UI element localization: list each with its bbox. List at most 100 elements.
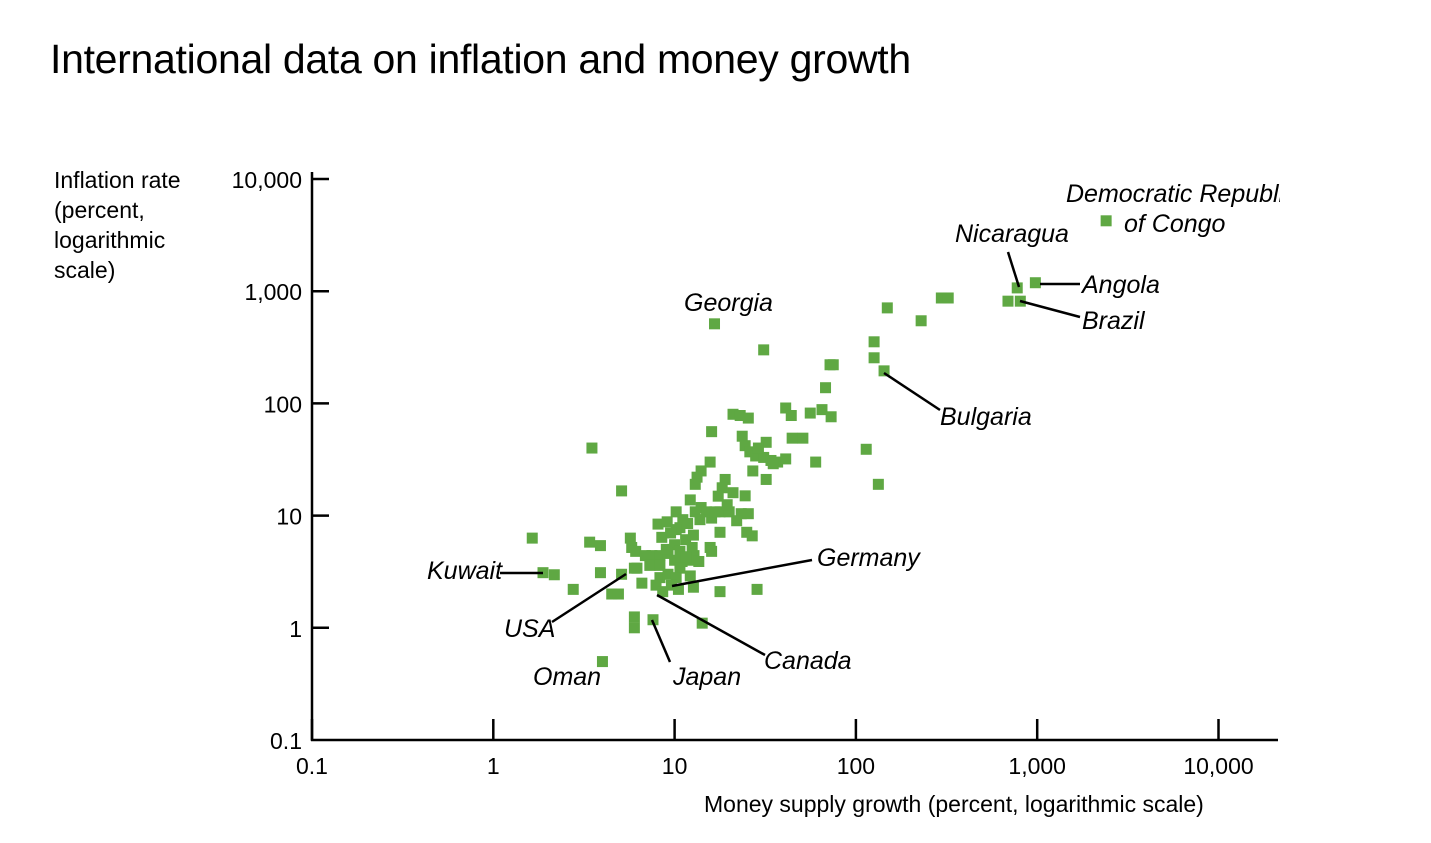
y-axis-label-line: logarithmic — [54, 227, 166, 253]
data-point — [654, 550, 666, 562]
data-point — [689, 478, 701, 490]
data-point — [670, 572, 682, 584]
data-point — [736, 430, 748, 442]
data-point — [751, 583, 763, 595]
data-point — [670, 524, 682, 536]
annotation-label: of Congo — [1124, 210, 1226, 238]
data-point — [628, 611, 640, 623]
data-point — [674, 545, 686, 557]
data-point — [760, 436, 772, 448]
data-point — [654, 572, 666, 584]
y-tick-label: 100 — [264, 391, 302, 417]
data-point — [704, 456, 716, 468]
data-point — [780, 453, 792, 465]
data-point — [669, 539, 681, 551]
data-point — [684, 494, 696, 506]
y-tick-label: 0.1 — [270, 728, 302, 754]
data-point — [701, 506, 713, 518]
data-point — [669, 554, 681, 566]
data-point — [691, 471, 703, 483]
data-point — [660, 543, 672, 555]
annotation-label: Georgia — [684, 289, 773, 317]
y-tick-label: 1,000 — [244, 279, 302, 305]
annotation-leader-line — [883, 371, 941, 412]
data-point — [548, 569, 560, 581]
data-point — [682, 518, 694, 530]
data-point — [727, 487, 739, 499]
data-point — [727, 408, 739, 420]
data-point — [624, 532, 636, 544]
data-point — [942, 292, 954, 304]
annotation-label: Germany — [817, 544, 921, 572]
data-point — [616, 568, 628, 580]
data-point — [665, 527, 677, 539]
data-point — [695, 465, 707, 477]
x-tick-label: 100 — [837, 753, 875, 779]
y-tick-label: 10,000 — [232, 167, 302, 193]
data-point — [746, 530, 758, 542]
data-point — [628, 562, 640, 574]
data-point — [596, 656, 608, 668]
data-point — [1100, 215, 1112, 227]
annotation-label: Oman — [533, 663, 601, 691]
data-point — [654, 559, 666, 571]
x-tick-label: 10,000 — [1183, 753, 1253, 779]
data-point — [825, 411, 837, 423]
data-point — [915, 315, 927, 327]
data-point — [628, 622, 640, 634]
data-point — [650, 579, 662, 591]
data-points — [526, 215, 1112, 668]
data-point — [868, 352, 880, 364]
data-point — [739, 490, 751, 502]
data-point — [714, 586, 726, 598]
data-point — [639, 550, 651, 562]
data-point — [616, 485, 628, 497]
data-point — [712, 490, 724, 502]
annotation-leader-line — [551, 572, 627, 624]
data-point — [684, 570, 696, 582]
data-point — [696, 617, 708, 629]
data-point — [734, 410, 746, 422]
annotation-label: Canada — [764, 647, 852, 675]
data-point — [687, 581, 699, 593]
data-point — [758, 451, 770, 463]
chart-title: International data on inflation and mone… — [50, 36, 911, 82]
data-point — [661, 516, 673, 528]
annotation-label: Japan — [672, 663, 741, 691]
data-point — [680, 551, 692, 563]
data-point — [719, 473, 731, 485]
x-tick-label: 1,000 — [1008, 753, 1066, 779]
annotation-label: Democratic Republic — [1066, 180, 1280, 208]
data-point — [780, 402, 792, 414]
data-point — [636, 577, 648, 589]
data-point — [714, 506, 726, 518]
data-point — [656, 531, 668, 543]
data-point — [680, 534, 692, 546]
annotation-label: Bulgaria — [940, 403, 1032, 431]
data-point — [662, 568, 674, 580]
scatter-plot: 0.1 1 10 100 1,000 10,000 0.1 1 10 100 1,000 10,000… — [232, 167, 1280, 817]
axes: 0.1 1 10 100 1,000 10,000 0.1 1 10 100 1,000 10,000 — [232, 167, 1278, 779]
data-point — [716, 482, 728, 494]
data-point — [646, 550, 658, 562]
data-point — [752, 442, 764, 454]
y-tick-label: 10 — [276, 504, 302, 530]
x-tick-label: 0.1 — [296, 753, 328, 779]
y-axis-label-line: (percent, — [54, 197, 145, 223]
data-point — [670, 506, 682, 518]
data-point — [706, 545, 718, 557]
data-point — [567, 583, 579, 595]
data-point — [868, 336, 880, 348]
data-point — [630, 545, 642, 557]
data-point — [594, 567, 606, 579]
x-tick-label: 10 — [662, 753, 688, 779]
annotation-leader-line — [1019, 299, 1081, 319]
data-point — [760, 473, 772, 485]
data-point — [714, 526, 726, 538]
data-point — [881, 302, 893, 314]
data-point — [686, 541, 698, 553]
annotation-leader-line — [656, 593, 766, 657]
data-point — [827, 359, 839, 371]
data-point — [709, 318, 721, 330]
